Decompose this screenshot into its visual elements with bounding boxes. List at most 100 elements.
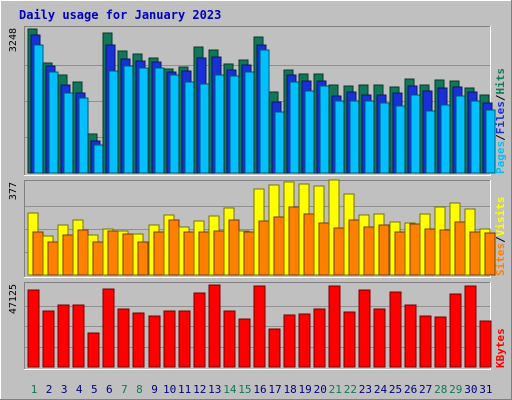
bar-sites-day-4 xyxy=(77,229,89,276)
bar-pages-day-2 xyxy=(48,71,59,174)
x-tick-label: 3 xyxy=(61,383,68,396)
bar-pages-day-3 xyxy=(63,92,74,174)
bar-sites-day-14 xyxy=(228,219,240,276)
legend-item: Visits xyxy=(494,197,507,237)
bar-sites-day-28 xyxy=(439,229,451,276)
bar-pages-day-24 xyxy=(379,102,390,174)
bar-pages-day-1 xyxy=(33,44,44,174)
bar-pages-day-11 xyxy=(184,81,195,174)
bar-sites-day-5 xyxy=(92,241,104,276)
bar-pages-day-12 xyxy=(199,83,210,174)
bar-pages-day-20 xyxy=(319,85,330,174)
bar-sites-day-1 xyxy=(32,231,44,276)
legend-separator: / xyxy=(494,134,507,141)
bar-kbytes-day-19 xyxy=(298,313,311,368)
bar-sites-day-13 xyxy=(213,230,225,276)
bar-kbytes-day-21 xyxy=(328,285,341,368)
bar-kbytes-day-27 xyxy=(419,315,432,368)
x-tick-label: 25 xyxy=(389,383,402,396)
bar-pages-day-31 xyxy=(485,109,496,174)
x-tick-label: 23 xyxy=(359,383,372,396)
bar-sites-day-25 xyxy=(394,231,406,276)
x-tick-label: 19 xyxy=(299,383,312,396)
bar-kbytes-day-20 xyxy=(313,308,326,368)
x-tick-label: 10 xyxy=(163,383,176,396)
bar-pages-day-6 xyxy=(108,70,119,174)
bar-kbytes-day-2 xyxy=(42,310,55,368)
legend-separator: / xyxy=(494,236,507,243)
bar-sites-day-24 xyxy=(378,224,390,276)
bar-kbytes-day-26 xyxy=(404,304,417,368)
legend-item: KBytes xyxy=(494,328,507,368)
bar-pages-day-7 xyxy=(123,65,134,174)
x-tick-label: 2 xyxy=(46,383,53,396)
bar-sites-day-26 xyxy=(409,223,421,276)
bar-pages-day-14 xyxy=(229,75,240,174)
legend-separator: / xyxy=(494,94,507,101)
bar-sites-day-16 xyxy=(258,220,270,276)
panel-3: 47125 KBytes xyxy=(8,282,507,370)
bar-pages-day-27 xyxy=(425,110,436,174)
bar-pages-day-28 xyxy=(440,104,451,174)
bar-sites-day-30 xyxy=(469,231,481,276)
x-tick-label: 8 xyxy=(136,383,143,396)
bar-kbytes-day-29 xyxy=(449,293,462,368)
bar-pages-day-4 xyxy=(78,97,89,174)
bar-kbytes-day-14 xyxy=(223,310,236,368)
x-tick-label: 6 xyxy=(106,383,113,396)
bar-kbytes-day-30 xyxy=(464,285,477,368)
x-tick-label: 22 xyxy=(344,383,357,396)
bar-sites-day-6 xyxy=(107,230,119,276)
bar-pages-day-15 xyxy=(244,71,255,174)
bar-pages-day-5 xyxy=(93,144,104,174)
bar-pages-day-26 xyxy=(410,94,421,174)
bar-sites-day-12 xyxy=(198,231,210,276)
bar-kbytes-day-16 xyxy=(253,285,266,368)
bar-sites-day-22 xyxy=(348,219,360,276)
bar-kbytes-day-28 xyxy=(434,316,447,368)
bar-sites-day-31 xyxy=(484,232,496,276)
x-tick-label: 14 xyxy=(223,383,237,396)
x-tick-label: 18 xyxy=(283,383,296,396)
bar-pages-day-22 xyxy=(349,100,360,174)
bar-sites-day-19 xyxy=(303,213,315,276)
bar-kbytes-day-23 xyxy=(358,289,371,368)
bar-pages-day-18 xyxy=(289,81,300,174)
bar-pages-day-8 xyxy=(138,67,149,174)
bar-kbytes-day-13 xyxy=(208,284,221,368)
bar-kbytes-day-31 xyxy=(479,320,492,368)
x-tick-label: 11 xyxy=(178,383,191,396)
bar-sites-day-21 xyxy=(333,227,345,276)
legend: Pages/Files/Hits xyxy=(494,68,507,174)
x-tick-label: 15 xyxy=(238,383,251,396)
bar-kbytes-day-9 xyxy=(148,315,161,368)
bar-kbytes-day-17 xyxy=(268,328,281,368)
bar-pages-day-23 xyxy=(364,100,375,174)
bar-sites-day-18 xyxy=(288,206,300,276)
legend-item: Sites xyxy=(494,243,507,276)
bar-sites-day-10 xyxy=(168,219,180,276)
x-tick-label: 7 xyxy=(121,383,128,396)
legend-item: Files xyxy=(494,101,507,134)
bar-kbytes-day-10 xyxy=(163,310,176,368)
x-tick-label: 24 xyxy=(374,383,388,396)
bar-kbytes-day-22 xyxy=(343,311,356,368)
x-tick-label: 28 xyxy=(434,383,447,396)
bar-kbytes-day-5 xyxy=(87,332,100,368)
bar-sites-day-3 xyxy=(62,234,74,276)
x-tick-label: 12 xyxy=(193,383,206,396)
bar-sites-day-7 xyxy=(122,233,134,276)
x-tick-label: 1 xyxy=(31,383,38,396)
x-tick-label: 9 xyxy=(151,383,158,396)
legend-item: Hits xyxy=(494,68,507,95)
legend-item: Pages xyxy=(494,141,507,174)
x-tick-label: 27 xyxy=(419,383,432,396)
bar-kbytes-day-6 xyxy=(102,288,115,368)
bar-pages-day-9 xyxy=(154,67,165,174)
x-tick-label: 30 xyxy=(464,383,477,396)
bar-kbytes-day-8 xyxy=(132,312,145,368)
bar-kbytes-day-11 xyxy=(178,310,191,368)
x-tick-label: 31 xyxy=(479,383,492,396)
